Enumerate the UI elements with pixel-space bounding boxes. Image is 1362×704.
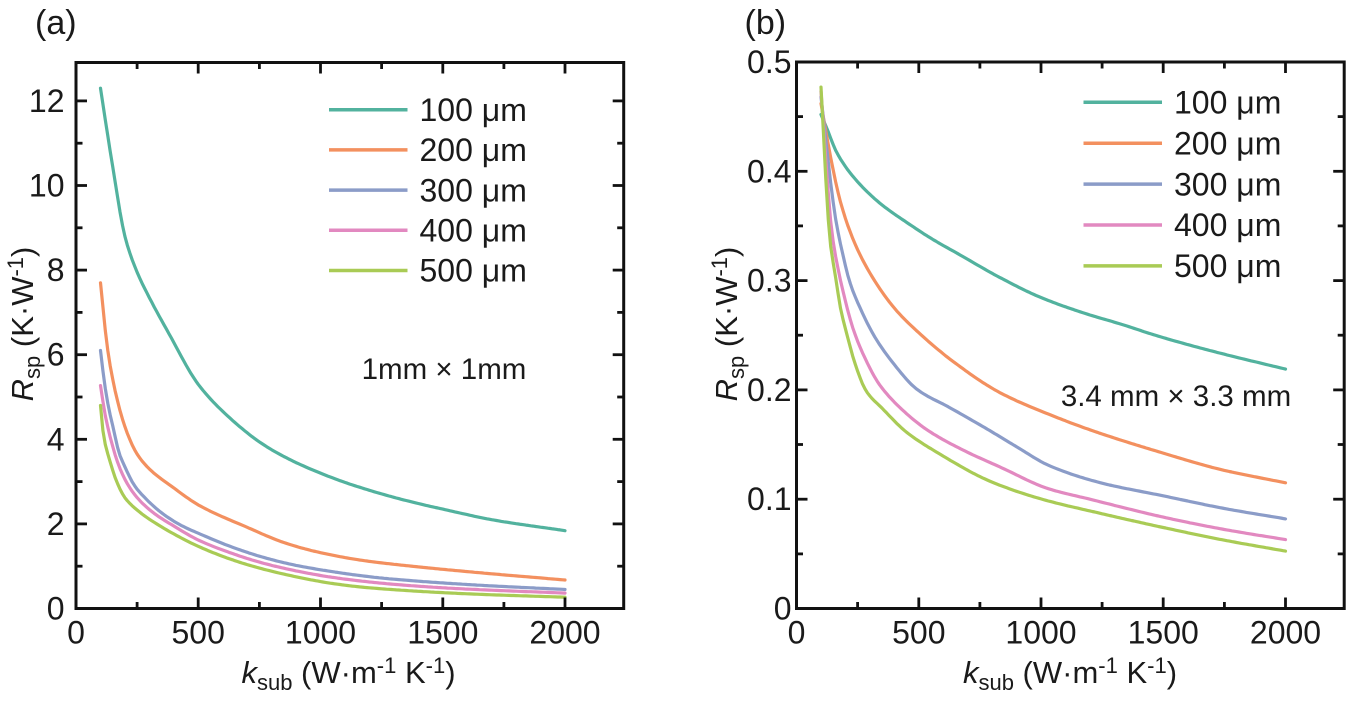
svg-text:0: 0	[67, 615, 85, 651]
svg-text:ksub (W·m-1 K-1): ksub (W·m-1 K-1)	[963, 653, 1177, 695]
svg-text:10: 10	[29, 168, 65, 204]
svg-text:100 μm: 100 μm	[420, 92, 527, 128]
svg-text:3.4 mm × 3.3 mm: 3.4 mm × 3.3 mm	[1061, 380, 1291, 413]
svg-text:0: 0	[788, 615, 806, 651]
svg-text:1500: 1500	[1128, 615, 1199, 651]
svg-text:2: 2	[47, 506, 65, 542]
svg-text:0.3: 0.3	[747, 263, 791, 299]
svg-text:12: 12	[29, 83, 65, 119]
svg-text:6: 6	[47, 337, 65, 373]
svg-text:0.4: 0.4	[747, 153, 791, 189]
svg-text:1mm × 1mm: 1mm × 1mm	[362, 353, 527, 386]
svg-text:200 μm: 200 μm	[1174, 125, 1281, 161]
svg-text:500 μm: 500 μm	[1174, 248, 1281, 284]
svg-text:2000: 2000	[1250, 615, 1321, 651]
svg-text:8: 8	[47, 252, 65, 288]
svg-text:500: 500	[172, 615, 225, 651]
svg-text:2000: 2000	[529, 615, 600, 651]
svg-text:500 μm: 500 μm	[420, 253, 527, 289]
svg-text:0: 0	[774, 591, 792, 627]
svg-text:500: 500	[892, 615, 945, 651]
svg-text:4: 4	[47, 421, 65, 457]
svg-text:400 μm: 400 μm	[420, 213, 527, 249]
svg-text:300 μm: 300 μm	[1174, 166, 1281, 202]
svg-text:1000: 1000	[285, 615, 356, 651]
svg-text:1000: 1000	[1005, 615, 1076, 651]
svg-text:(b): (b)	[745, 4, 787, 42]
svg-text:0.2: 0.2	[747, 372, 791, 408]
svg-text:ksub (W·m-1 K-1): ksub (W·m-1 K-1)	[241, 653, 455, 695]
svg-text:400 μm: 400 μm	[1174, 207, 1281, 243]
svg-text:Rsp (K·W-1): Rsp (K·W-1)	[3, 247, 45, 402]
svg-text:0.5: 0.5	[747, 44, 791, 80]
svg-text:0: 0	[47, 591, 65, 627]
svg-text:(a): (a)	[35, 4, 77, 42]
svg-text:0.1: 0.1	[747, 481, 791, 517]
svg-text:100 μm: 100 μm	[1174, 85, 1281, 121]
svg-text:200 μm: 200 μm	[420, 132, 527, 168]
svg-text:300 μm: 300 μm	[420, 172, 527, 208]
svg-text:1500: 1500	[407, 615, 478, 651]
svg-text:Rsp (K·W-1): Rsp (K·W-1)	[707, 247, 749, 402]
